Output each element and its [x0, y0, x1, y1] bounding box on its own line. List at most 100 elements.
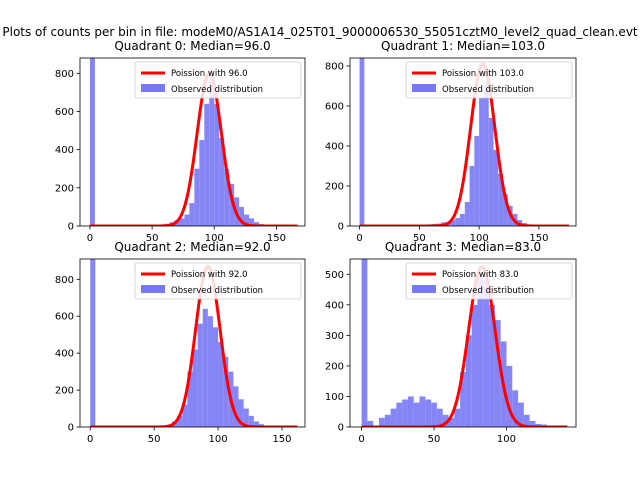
x-tick-label: 50 — [428, 434, 441, 445]
histogram-bar — [402, 399, 408, 427]
legend-bar-swatch — [141, 285, 165, 293]
histogram-bar — [512, 390, 519, 427]
x-tick-label: 100 — [497, 434, 516, 445]
axes-frame — [349, 258, 577, 428]
histogram-bar — [390, 408, 397, 427]
histogram-bar — [442, 414, 449, 427]
histogram-bar — [197, 323, 203, 427]
x-tick-label: 150 — [272, 434, 291, 445]
histogram-bar — [494, 320, 501, 427]
histogram-bar — [460, 214, 465, 226]
y-tick-label: 800 — [325, 62, 344, 73]
x-tick-label: 100 — [470, 233, 489, 244]
axes-frame — [349, 57, 577, 227]
histogram-bar — [249, 218, 255, 226]
histogram-bar — [89, 58, 95, 226]
y-tick-label: 0 — [68, 423, 74, 434]
legend-bar-swatch — [412, 84, 436, 92]
histogram-bar — [384, 414, 391, 427]
legend-bar-swatch — [412, 285, 436, 293]
x-tick-label: 150 — [267, 233, 286, 244]
histogram-bar — [179, 218, 185, 226]
panel-title: Quadrant 2: Median=92.0 — [114, 240, 270, 254]
legend-box — [405, 262, 573, 300]
figure-title: Plots of counts per bin in file: modeM0/… — [2, 25, 638, 39]
y-tick-label: 600 — [325, 102, 344, 113]
y-tick-label: 100 — [325, 392, 344, 403]
panel-title: Quadrant 3: Median=83.0 — [385, 240, 541, 254]
panel-title: Quadrant 0: Median=96.0 — [114, 39, 270, 53]
histogram-bar — [194, 168, 200, 226]
y-tick-label: 200 — [55, 183, 74, 194]
histogram-bar — [214, 103, 220, 226]
histogram-bar — [207, 316, 213, 427]
histogram-bar — [469, 166, 475, 226]
histogram-bar — [254, 222, 260, 226]
panel-2: 0 50 100 150 0 200 400 600 800 Quadrant 2: Median… — [55, 240, 306, 445]
histogram-bar — [248, 415, 254, 427]
legend-label: Poission with 92.0 — [171, 270, 248, 280]
y-tick-label: 300 — [325, 331, 344, 342]
histogram-bar — [450, 220, 456, 226]
legend-label: Poission with 96.0 — [171, 69, 248, 79]
y-tick-label: 200 — [55, 386, 74, 397]
legend-label: Observed distribution — [171, 85, 263, 95]
histogram-bar — [471, 304, 478, 427]
legend-bar-swatch — [141, 84, 165, 92]
legend-label: Poission with 103.0 — [442, 69, 524, 79]
legend-box — [134, 61, 302, 99]
histogram-bar — [477, 274, 484, 427]
panel-3: 0 50 100 0 100 200 300 400 500 Quadrant 3: Median… — [325, 240, 577, 445]
histogram-bar — [498, 174, 504, 226]
y-tick-label: 500 — [325, 270, 344, 281]
histogram-bar — [407, 396, 414, 427]
histogram-bar — [529, 420, 536, 427]
x-tick-label: 150 — [529, 233, 548, 244]
histogram-bar — [425, 399, 432, 427]
histogram-bar — [454, 408, 461, 427]
legend-box — [134, 262, 302, 300]
x-tick-label: 0 — [356, 233, 362, 244]
histogram-bar — [431, 402, 437, 427]
histogram-bar — [488, 118, 494, 226]
histogram-bar — [202, 308, 208, 427]
histogram-bar — [518, 402, 524, 427]
y-tick-label: 200 — [325, 182, 344, 193]
histogram-bar — [229, 184, 235, 226]
panel-1: 0 50 100 150 0 200 400 600 800 Quadrant 1: Median… — [325, 39, 577, 244]
histogram-bar — [474, 136, 480, 226]
legend-label: Observed distribution — [442, 85, 534, 95]
histogram-bar — [187, 371, 193, 427]
histogram-bar — [204, 103, 210, 226]
histogram-bar — [243, 408, 249, 427]
histogram-bar — [182, 404, 188, 427]
y-tick-label: 200 — [325, 361, 344, 372]
histogram-bar — [212, 327, 219, 427]
histogram-bar — [419, 396, 426, 427]
histogram-bar — [413, 402, 420, 427]
x-tick-label: 50 — [413, 233, 426, 244]
legend-box — [405, 61, 573, 99]
x-tick-label: 50 — [146, 233, 159, 244]
histogram-bar — [448, 417, 455, 427]
histogram-bar — [239, 206, 245, 226]
axes-frame — [79, 258, 306, 428]
histogram-bar — [209, 77, 215, 226]
histogram-bar — [503, 194, 508, 226]
histogram-bar — [436, 408, 443, 427]
histogram-bar — [489, 304, 495, 427]
x-tick-label: 100 — [205, 233, 224, 244]
histogram-bar — [361, 259, 368, 427]
histogram-bar — [90, 259, 96, 427]
y-tick-label: 600 — [55, 312, 74, 323]
histogram-bar — [378, 417, 385, 427]
histogram-bar — [535, 423, 542, 427]
histogram-bar — [465, 335, 472, 427]
histogram-bar — [367, 420, 374, 427]
x-tick-label: 0 — [87, 233, 93, 244]
y-tick-label: 400 — [325, 142, 344, 153]
histogram-bar — [506, 365, 513, 427]
histogram-bar — [233, 386, 239, 427]
x-tick-label: 50 — [148, 434, 161, 445]
